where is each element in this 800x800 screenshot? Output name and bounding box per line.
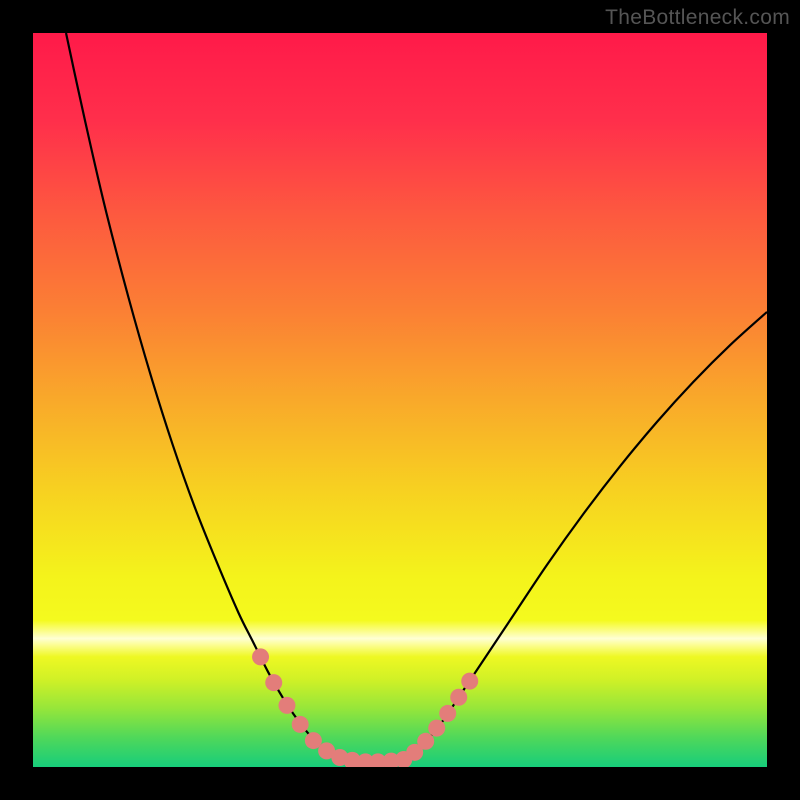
watermark-text: TheBottleneck.com [605,6,790,30]
marker-dot [461,673,478,690]
marker-dot [450,689,467,706]
marker-dot [439,705,456,722]
bottleneck-chart [0,0,800,800]
marker-dot [252,648,269,665]
marker-dot [278,697,295,714]
marker-dot [265,674,282,691]
plot-background [33,33,767,767]
marker-dot [292,716,309,733]
marker-dot [428,720,445,737]
marker-dot [417,733,434,750]
